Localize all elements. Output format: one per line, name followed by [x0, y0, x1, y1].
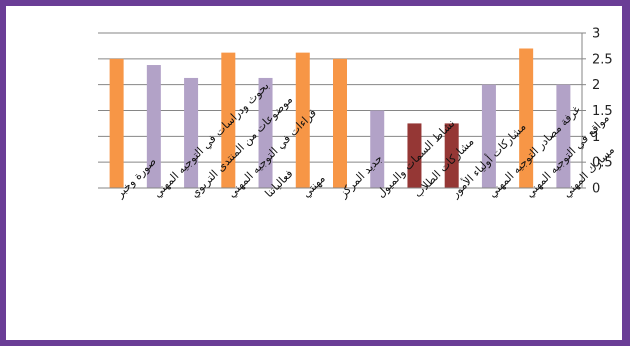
y-tick-label: 2	[592, 78, 600, 93]
bars	[109, 48, 571, 189]
bar	[444, 123, 459, 188]
bar	[556, 84, 571, 188]
bar	[221, 52, 236, 189]
y-tick-label: 1	[592, 130, 600, 145]
y-tick-label: 0	[592, 182, 600, 197]
chart-frame: 0 0.5 1 1.5 2 2.5 3 مسارك المهني مواقع في التوج…	[6, 6, 622, 340]
bar	[146, 65, 161, 188]
bar	[519, 48, 534, 188]
bar	[109, 58, 124, 189]
bar	[184, 77, 199, 188]
bar	[370, 110, 385, 188]
bar	[258, 77, 273, 188]
y-tick-label: 3	[592, 27, 600, 42]
y-tick-label: 1.5	[592, 104, 613, 119]
y-tick-labels: 0 0.5 1 1.5 2 2.5 3	[592, 27, 613, 197]
bar	[407, 123, 422, 188]
bar	[481, 84, 496, 188]
bar	[295, 52, 310, 189]
bar	[333, 58, 347, 189]
y-tick-label: 2.5	[592, 52, 613, 67]
y-tick-label: 0.5	[592, 156, 613, 171]
